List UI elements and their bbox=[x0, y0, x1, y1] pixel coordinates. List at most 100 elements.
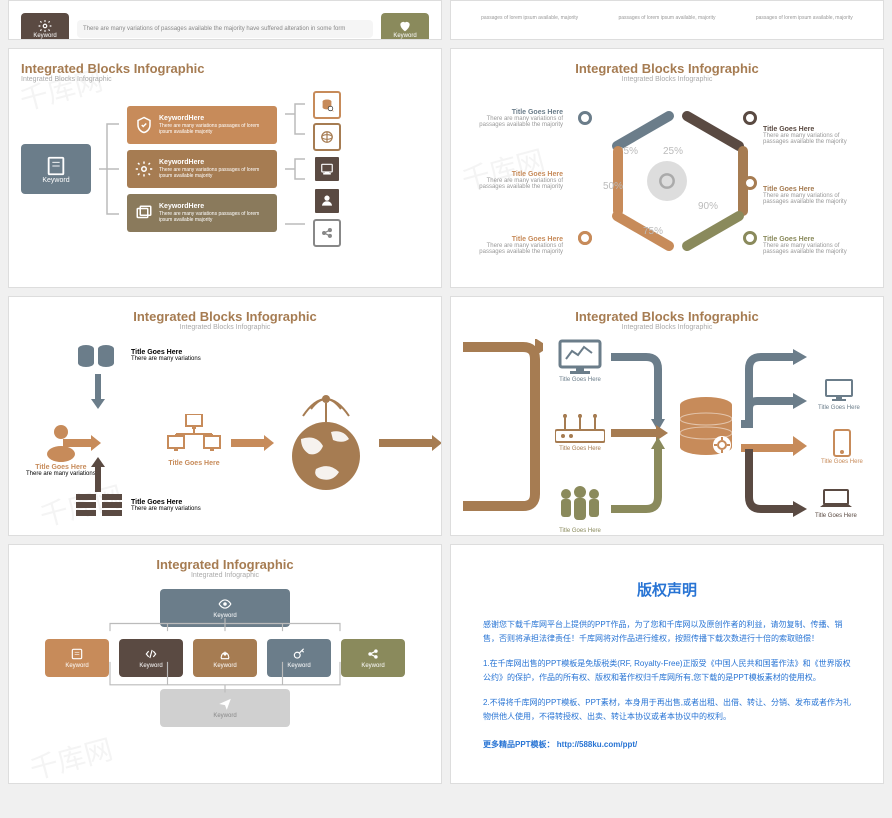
sq-icon bbox=[320, 194, 334, 208]
icon-square bbox=[313, 123, 341, 151]
slide-title: Integrated Blocks Infographic bbox=[21, 309, 429, 324]
hex-dot bbox=[743, 176, 757, 190]
description-text: There are many variations of passages av… bbox=[77, 20, 373, 38]
database-gear-icon bbox=[678, 397, 734, 457]
keyword-box: Keyword bbox=[341, 639, 405, 677]
bottom-keyword-box: Keyword bbox=[160, 689, 290, 727]
hex-label: Title Goes HereThere are many variations… bbox=[473, 171, 563, 190]
slide-title: Integrated Blocks Infographic bbox=[463, 309, 871, 324]
hex-dot bbox=[578, 111, 592, 125]
phone-icon: Title Goes Here bbox=[821, 429, 863, 465]
pc-icon: Title Goes Here bbox=[818, 379, 860, 411]
top-keyword-box: Keyword bbox=[160, 589, 290, 627]
keyword-bar: KeywordHereThere are many variations pas… bbox=[127, 150, 277, 188]
pc-label: Title Goes Here bbox=[818, 405, 860, 411]
slide-title: Integrated Blocks Infographic bbox=[463, 61, 871, 76]
heart-icon bbox=[398, 19, 412, 33]
icon-square bbox=[313, 155, 341, 183]
hex-label: Title Goes HereThere are many variations… bbox=[763, 126, 853, 145]
db-label: Title Goes HereThere are many variations bbox=[131, 349, 201, 362]
router-label: Title Goes Here bbox=[559, 446, 601, 452]
server-rack-icon bbox=[76, 494, 122, 518]
hex-segment bbox=[680, 109, 746, 153]
bars-column: KeywordHereThere are many variations pas… bbox=[127, 106, 277, 232]
mini-column: passages of lorem ipsum available, major… bbox=[600, 13, 733, 23]
box-icon bbox=[366, 647, 380, 661]
monitor-label: Title Goes Here bbox=[559, 377, 601, 383]
hex-percent: 75% bbox=[643, 226, 663, 237]
bar-icon bbox=[135, 116, 153, 134]
box-icon bbox=[292, 647, 306, 661]
slide-server-flow: Integrated Blocks Infographic Integrated… bbox=[450, 296, 884, 536]
router-icon: Title Goes Here bbox=[555, 414, 605, 452]
keyword-box: Keyword bbox=[119, 639, 183, 677]
arrow-right-icon bbox=[231, 439, 266, 447]
arrows-out-icon bbox=[741, 349, 811, 519]
icon-square bbox=[313, 219, 341, 247]
keyword-label: Keyword bbox=[393, 33, 416, 39]
eye-icon bbox=[218, 597, 232, 611]
more-templates-link[interactable]: 更多精品PPT模板： http://588ku.com/ppt/ bbox=[483, 738, 851, 752]
computers-label: Title Goes Here bbox=[168, 460, 219, 467]
copyright-para-3: 2.不得将千库网的PPT模板、PPT素材，本身用于再出售,或者出租、出借、转让、… bbox=[483, 696, 851, 725]
slide-blocks-1: 千库网 Integrated Blocks Infographic Integr… bbox=[8, 48, 442, 288]
hex-dot bbox=[743, 231, 757, 245]
connector-bracket-right bbox=[285, 94, 305, 244]
arrow-path-icon bbox=[463, 339, 543, 536]
hex-label: Title Goes HereThere are many variations… bbox=[473, 236, 563, 255]
slide-partial-left: Keyword There are many variations of pas… bbox=[8, 0, 442, 40]
arrow-down-icon bbox=[91, 374, 105, 409]
people-icon: Title Goes Here bbox=[558, 484, 602, 534]
slide-subtitle: Integrated Blocks Infographic bbox=[21, 324, 429, 331]
hex-label: Title Goes HereThere are many variations… bbox=[763, 236, 853, 255]
keyword-bar: KeywordHereThere are many variations pas… bbox=[127, 194, 277, 232]
hex-percent: 25% bbox=[663, 146, 683, 157]
mid-row: Keyword Keyword Keyword Keyword Keyword bbox=[45, 639, 405, 677]
main-keyword-box: Keyword bbox=[21, 144, 91, 194]
arrow-right-icon bbox=[63, 439, 93, 447]
box-icon bbox=[70, 647, 84, 661]
slide-subtitle: Integrated Blocks Infographic bbox=[463, 76, 871, 83]
hexagon-center-icon bbox=[647, 161, 687, 201]
user-label: Title Goes HereThere are many variations bbox=[26, 464, 96, 477]
mini-column: passages of lorem ipsum available, major… bbox=[463, 13, 596, 23]
slide-title: Integrated Infographic bbox=[21, 557, 429, 572]
sq-icon bbox=[320, 130, 334, 144]
phone-label: Title Goes Here bbox=[821, 459, 863, 465]
slide-hexagon: 千库网 Integrated Blocks Infographic Integr… bbox=[450, 48, 884, 288]
hex-dot bbox=[578, 231, 592, 245]
keyword-box: Keyword bbox=[267, 639, 331, 677]
globe-broadcast-icon bbox=[281, 384, 371, 494]
arrows-to-db-icon bbox=[611, 349, 671, 519]
keyword-box-dark: Keyword bbox=[21, 13, 69, 40]
slide-grid: Keyword There are many variations of pas… bbox=[0, 0, 892, 784]
gear-icon bbox=[38, 19, 52, 33]
user-icon: Title Goes HereThere are many variations bbox=[26, 424, 96, 477]
network-diagram: Title Goes HereThere are many variations… bbox=[21, 339, 429, 536]
watermark: 千库网 bbox=[25, 728, 117, 784]
laptop-icon: Title Goes Here bbox=[815, 489, 857, 519]
slide-subtitle: Integrated Blocks Infographic bbox=[463, 324, 871, 331]
people-label: Title Goes Here bbox=[559, 528, 601, 534]
icon-square bbox=[313, 91, 341, 119]
box-icon bbox=[218, 647, 232, 661]
database-icon bbox=[76, 344, 116, 372]
icon-column bbox=[313, 91, 341, 247]
connector-bracket bbox=[99, 109, 119, 229]
arrow-up-icon bbox=[91, 457, 105, 492]
hierarchy-diagram: Keyword KeywordKeywordKeywordKeywordKeyw… bbox=[21, 589, 429, 727]
keyword-box: Keyword bbox=[45, 639, 109, 677]
laptop-label: Title Goes Here bbox=[815, 513, 857, 519]
sq-icon bbox=[320, 162, 334, 176]
keyword-bar: KeywordHereThere are many variations pas… bbox=[127, 106, 277, 144]
keyword-box: Keyword bbox=[193, 639, 257, 677]
mini-column: passages of lorem ipsum available, major… bbox=[738, 13, 871, 23]
keyword-label: Keyword bbox=[33, 33, 56, 39]
monitor-icon: Title Goes Here bbox=[558, 339, 602, 383]
icon-square bbox=[313, 187, 341, 215]
copyright-para-2: 1.在千库网出售的PPT模板是免版税类(RF, Royalty-Free)正版受… bbox=[483, 657, 851, 686]
slide-network-flow: 千库网 Integrated Blocks Infographic Integr… bbox=[8, 296, 442, 536]
copyright-title: 版权声明 bbox=[483, 577, 851, 604]
document-icon bbox=[45, 155, 67, 177]
sq-icon bbox=[320, 98, 334, 112]
